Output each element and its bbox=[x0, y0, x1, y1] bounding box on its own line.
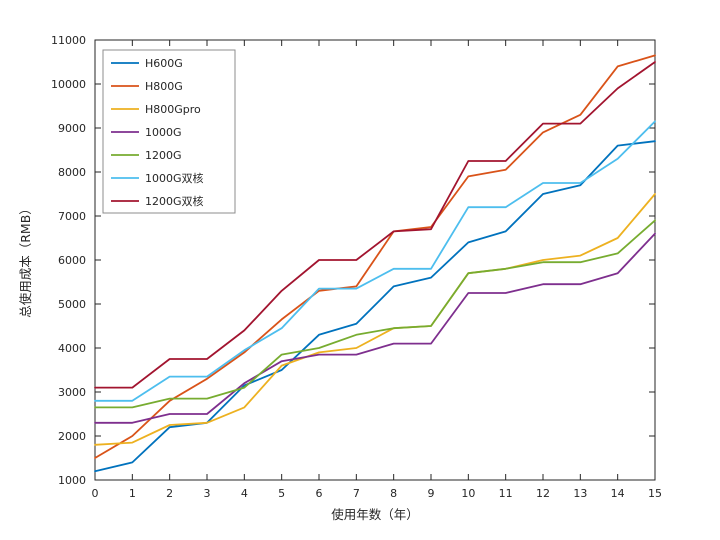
series-line-1000G双核 bbox=[94, 120, 656, 402]
y-tick-label: 5000 bbox=[58, 298, 86, 311]
x-tick-label: 0 bbox=[92, 487, 99, 500]
x-tick-label: 2 bbox=[166, 487, 173, 500]
tick-labels: 0 1 2 3 4 5 6 7 8 9 10 11 12 13 14 15100020003000400050… bbox=[51, 34, 662, 500]
x-tick-label: 12 bbox=[536, 487, 550, 500]
y-tick-label: 1000 bbox=[58, 474, 86, 487]
x-tick-label: 15 bbox=[648, 487, 662, 500]
x-tick-label: 8 bbox=[390, 487, 397, 500]
axis-ticks bbox=[94, 39, 656, 481]
legend: H600G H800G H800Gpro 1000G 1200G 1000G双核 1200G… bbox=[102, 49, 236, 214]
x-tick-label: 4 bbox=[241, 487, 248, 500]
legend-label-H800G: H800G bbox=[145, 80, 183, 93]
y-tick-label: 11000 bbox=[51, 34, 86, 47]
y-tick-label: 10000 bbox=[51, 78, 86, 91]
x-axis-label: 使用年数（年） bbox=[331, 507, 419, 522]
legend-label-1200G: 1200G bbox=[145, 149, 182, 162]
y-tick-label: 8000 bbox=[58, 166, 86, 179]
x-tick-label: 9 bbox=[428, 487, 435, 500]
x-tick-label: 13 bbox=[573, 487, 587, 500]
x-tick-label: 11 bbox=[499, 487, 513, 500]
legend-label-H800Gpro: H800Gpro bbox=[145, 103, 201, 116]
y-tick-label: 6000 bbox=[58, 254, 86, 267]
series-line-H800Gpro bbox=[94, 193, 656, 446]
series-lines bbox=[94, 54, 656, 473]
y-tick-label: 4000 bbox=[58, 342, 86, 355]
series-line-H600G bbox=[94, 140, 656, 473]
legend-label-1000G: 1000G bbox=[145, 126, 182, 139]
legend-label-H600G: H600G bbox=[145, 57, 183, 70]
y-tick-label: 3000 bbox=[58, 386, 86, 399]
x-tick-label: 10 bbox=[461, 487, 475, 500]
legend-label-1200G双核: 1200G双核 bbox=[145, 194, 204, 208]
x-tick-label: 6 bbox=[316, 487, 323, 500]
series-line-1000G bbox=[94, 232, 656, 424]
legend-label-1000G双核: 1000G双核 bbox=[145, 171, 204, 185]
x-tick-label: 1 bbox=[129, 487, 136, 500]
series-line-1200G双核 bbox=[94, 61, 656, 389]
y-tick-label: 2000 bbox=[58, 430, 86, 443]
x-tick-label: 7 bbox=[353, 487, 360, 500]
x-tick-label: 14 bbox=[611, 487, 625, 500]
y-tick-label: 9000 bbox=[58, 122, 86, 135]
x-tick-label: 5 bbox=[278, 487, 285, 500]
y-axis-label: 总使用成本（RMB） bbox=[18, 202, 33, 318]
x-tick-label: 3 bbox=[204, 487, 211, 500]
series-line-1200G bbox=[94, 219, 656, 409]
y-tick-label: 7000 bbox=[58, 210, 86, 223]
